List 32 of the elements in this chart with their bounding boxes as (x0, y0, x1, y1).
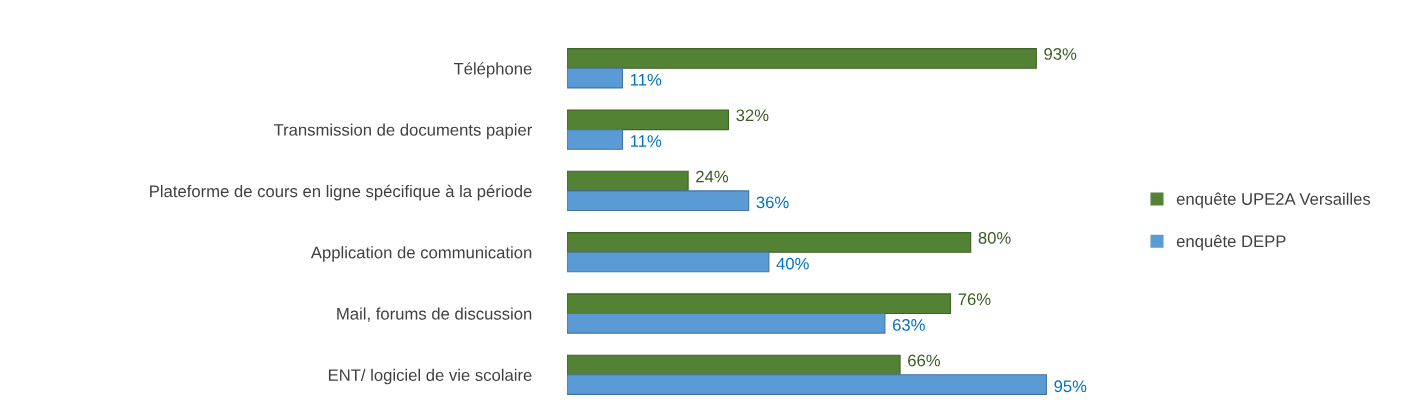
data-label: 24% (696, 170, 729, 183)
y-tick-label: Téléphone (453, 62, 532, 78)
bar (567, 67, 624, 89)
bar (567, 232, 972, 253)
data-label: 32% (736, 109, 769, 122)
bar (567, 170, 689, 192)
data-label: 63% (892, 319, 925, 331)
bar (567, 374, 1047, 395)
bar (567, 354, 901, 376)
data-label: 80% (978, 231, 1011, 244)
y-tick-label: Mail, forums de discussion (337, 307, 532, 322)
data-label: 93% (1044, 48, 1077, 60)
data-label: 11% (630, 73, 662, 86)
data-label: 76% (958, 293, 991, 306)
data-label: 95% (1054, 380, 1087, 393)
bar (567, 312, 886, 334)
data-label: 40% (776, 257, 809, 270)
y-tick-label: Transmission de documents papier (273, 123, 533, 140)
legend-label: enquête UPE2A Versailles (1176, 192, 1371, 209)
bar (567, 129, 624, 150)
bar (567, 109, 730, 131)
y-tick-label: Application de communication (310, 246, 532, 262)
bar (567, 190, 750, 212)
y-tick-label: Plateforme de cours en ligne spécifique à la période (150, 184, 532, 201)
legend-label: enquête DEPP (1176, 234, 1286, 251)
bar (567, 48, 1037, 69)
data-label: 66% (908, 354, 941, 367)
y-tick-label: ENT/ logiciel de vie scolaire (328, 368, 532, 385)
bar (567, 293, 952, 315)
data-label: 36% (756, 196, 789, 209)
bar (567, 251, 770, 273)
data-label: 11% (630, 135, 662, 147)
